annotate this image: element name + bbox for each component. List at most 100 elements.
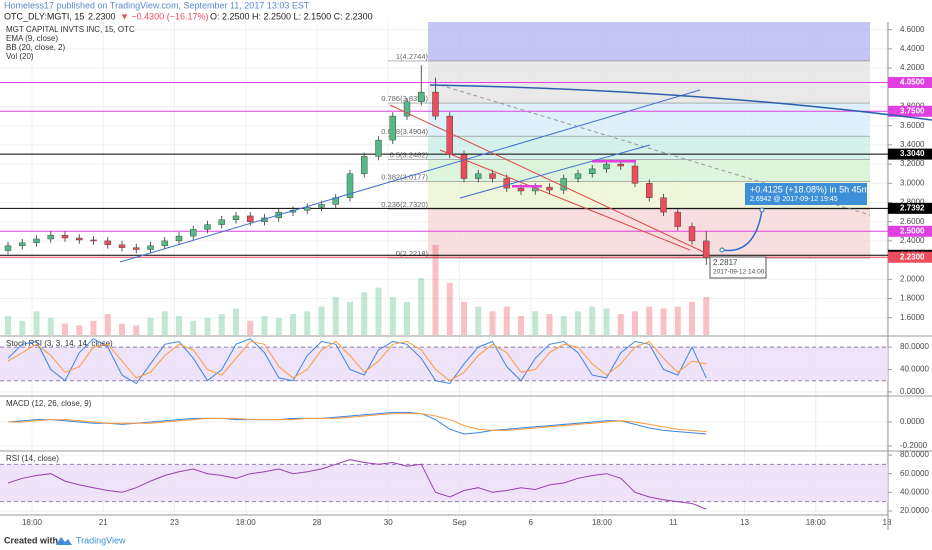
candle-body — [375, 139, 382, 157]
volume-bar — [589, 306, 596, 335]
trend-line — [439, 149, 691, 251]
x-tick-label: 11 — [669, 518, 678, 527]
x-tick-label: 18:00 — [806, 518, 827, 527]
volume-bar — [503, 306, 510, 335]
price-tag-label: 2.5000 — [900, 226, 925, 235]
y-tick-label: 0.0000 — [900, 417, 925, 426]
volume-bar — [617, 314, 624, 335]
candle-body — [646, 183, 653, 198]
y-tick-label: 60.0000 — [900, 469, 929, 478]
candle-body — [617, 163, 624, 167]
y-tick-label: 3.0000 — [900, 178, 925, 187]
y-tick-label: 2.8000 — [900, 198, 925, 207]
y-tick-label: 1.6000 — [900, 313, 925, 322]
ohlc: O: 2.2500 H: 2.2500 L: 2.1500 C: 2.2300 — [210, 11, 373, 21]
candle-body — [61, 234, 69, 239]
y-tick-label: 1.8000 — [900, 294, 925, 303]
volume-bar — [62, 323, 68, 335]
y-tick-label: 2.4000 — [900, 236, 925, 245]
y-tick-label: 3.6000 — [900, 121, 925, 130]
volume-bar — [532, 311, 539, 335]
volume-bar — [218, 314, 225, 335]
volume-bar — [5, 316, 11, 335]
highlight — [592, 160, 636, 163]
candle-body — [161, 240, 168, 246]
candle-body — [47, 234, 54, 240]
trend-line — [119, 89, 701, 263]
candle-body — [460, 154, 468, 179]
fib-label: 0.5(3.2482) — [390, 150, 429, 159]
candle-body — [204, 224, 211, 230]
volume-bar — [660, 308, 667, 335]
volume-bar — [546, 314, 553, 335]
candle-body — [318, 204, 325, 208]
highlight — [512, 185, 542, 188]
price-tag — [888, 251, 932, 263]
candle-body — [90, 239, 97, 242]
price-tag-label: 4.0500 — [900, 78, 925, 87]
volume-bar — [76, 325, 83, 335]
candle-body — [361, 156, 368, 174]
candle-body — [190, 229, 197, 237]
projection-end — [759, 207, 765, 213]
candle-body — [674, 211, 681, 227]
volume-bar — [204, 317, 211, 335]
price-tag-label: 3.3040 — [900, 149, 925, 158]
trend-line — [459, 144, 651, 199]
volume-bar — [518, 316, 524, 335]
logo — [56, 537, 72, 545]
x-tick-label: 18:00 — [592, 518, 613, 527]
candle-body — [517, 187, 525, 192]
candle-body — [4, 245, 12, 251]
volume-bar — [133, 325, 140, 335]
candle-body — [489, 173, 496, 179]
volume-bar — [332, 297, 339, 335]
x-tick-label: 21 — [99, 518, 108, 527]
candle-body — [660, 197, 667, 213]
price-tag — [888, 225, 932, 237]
volume-bar — [361, 292, 368, 335]
price-tag-label: 2.2300 — [900, 252, 925, 261]
candle-body — [703, 240, 710, 258]
panel-title: MACD (12, 26, close, 9) — [6, 399, 92, 408]
indicator-line — [8, 413, 707, 433]
volume-bar — [461, 301, 467, 335]
projection-text: 2.6942 @ 2017-09-12 19:45 — [750, 196, 838, 203]
x-tick-label: 18:00 — [236, 518, 257, 527]
x-tick-label: 30 — [384, 518, 393, 527]
candle-body — [560, 178, 567, 191]
volume-bar — [432, 244, 439, 335]
price-tag-label: 2.7392 — [900, 203, 925, 212]
footer-bg — [0, 533, 932, 550]
volume-bar — [247, 320, 254, 335]
y-tick-label: 2.6000 — [900, 217, 925, 226]
marker-text: 2017-09-12 14:00 — [713, 269, 765, 276]
candle-body — [475, 173, 482, 179]
last-price: 2.2300 — [88, 11, 116, 21]
y-tick-label: 40.0000 — [900, 487, 929, 496]
y-tick-label: 40.0000 — [900, 365, 929, 374]
volume-bar — [560, 316, 567, 335]
legend-entry: MGT CAPITAL INVTS INC, 15, OTC — [6, 25, 135, 34]
volume-bar — [19, 320, 26, 335]
volume-bar — [47, 317, 54, 335]
x-tick-label: Sep — [452, 518, 467, 527]
legend-entry: BB (20, close, 2) — [6, 43, 65, 52]
fib-label: 0(2.2218) — [396, 249, 429, 258]
projection-start — [719, 247, 725, 253]
candle-body — [346, 173, 354, 198]
volume-bar — [147, 317, 154, 335]
volume-bar — [261, 316, 268, 335]
y-tick-label: 4.4000 — [900, 44, 925, 53]
fib-label: 1(4.2744) — [396, 52, 429, 61]
x-tick-label: 18:00 — [22, 518, 43, 527]
y-tick-label: 80.0000 — [900, 342, 929, 351]
price-tag — [888, 202, 932, 214]
fib-band — [428, 22, 870, 61]
candle-body — [175, 235, 183, 242]
y-tick-label: 2.0000 — [900, 274, 925, 283]
candle-body — [19, 242, 26, 246]
volume-bar — [389, 297, 396, 335]
volume-bar — [233, 308, 239, 335]
